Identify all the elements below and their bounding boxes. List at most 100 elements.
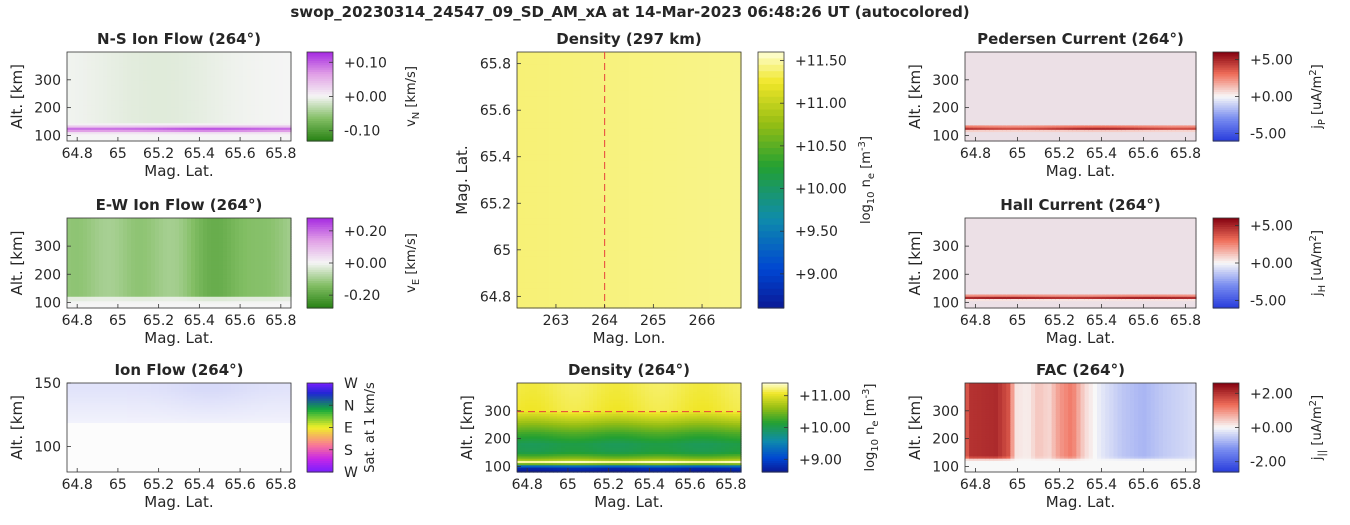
- ew-flow-cell: [183, 294, 188, 298]
- ew-flow-cell: [115, 224, 120, 228]
- ns-flow-cell: [159, 129, 164, 133]
- ns-flow-cell: [279, 123, 284, 127]
- ns-flow-cell: [95, 118, 100, 122]
- ew-flow-cell: [131, 247, 136, 251]
- ns-flow-cell: [103, 112, 108, 115]
- ew-flow-cell: [71, 263, 76, 266]
- ns-flow-colorbar-seg: [307, 65, 333, 69]
- ns-flow-cell: [111, 134, 116, 138]
- ns-flow-cell: [271, 63, 276, 66]
- ew-flow-cell: [131, 285, 136, 289]
- ew-flow-cell: [127, 218, 132, 221]
- ns-flow-cell: [223, 78, 228, 82]
- ns-flow-cell: [235, 116, 240, 120]
- ns-flow-cell: [139, 123, 144, 127]
- ns-flow-cell: [75, 105, 80, 109]
- ew-flow-cell: [119, 224, 124, 228]
- ew-flow-heatmap: [67, 218, 292, 309]
- ns-flow-cell: [83, 138, 88, 142]
- ns-flow-cell: [183, 76, 188, 80]
- ns-flow-cell: [127, 87, 132, 91]
- ns-flow-cell: [287, 132, 292, 135]
- ns-flow-cell: [247, 134, 252, 138]
- ew-flow-cell: [95, 218, 100, 221]
- ew-flow-cell: [127, 294, 132, 298]
- ns-flow-cell: [71, 60, 76, 64]
- ns-flow-cell: [219, 112, 224, 115]
- ew-flow-cell: [203, 265, 208, 269]
- ns-flow-cell: [283, 67, 288, 71]
- ew-flow-cell: [67, 299, 72, 302]
- figure-title: swop_20230314_24547_09_SD_AM_xA at 14-Ma…: [290, 3, 969, 21]
- ns-flow-cell: [215, 129, 220, 133]
- ns-flow-cell: [111, 87, 116, 91]
- ns-flow-cell: [255, 109, 260, 113]
- ns-flow-cell: [151, 120, 156, 124]
- ns-flow-cell: [155, 136, 160, 140]
- ns-flow-cell: [207, 98, 212, 102]
- ew-flow-cell: [123, 229, 128, 233]
- ew-flow-cell: [87, 274, 92, 278]
- ew-flow-cell: [87, 231, 92, 235]
- ew-flow-cell: [123, 263, 128, 266]
- ns-flow-cell: [183, 78, 188, 82]
- ns-flow-cell: [179, 56, 184, 60]
- ns-flow-cell: [283, 69, 288, 73]
- ns-flow-cell: [223, 98, 228, 102]
- ew-flow-cell: [151, 233, 156, 237]
- ew-flow-cell: [91, 287, 96, 291]
- ns-flow-cell: [235, 103, 240, 107]
- ns-flow-cell: [199, 100, 204, 104]
- ns-flow-cell: [163, 127, 168, 131]
- ns-flow-cell: [115, 98, 120, 102]
- ns-flow-cell: [271, 112, 276, 115]
- ns-flow-cell: [147, 98, 152, 102]
- ns-flow-cell: [103, 132, 108, 135]
- ew-flow-cell: [167, 269, 172, 273]
- ns-flow-cell: [67, 56, 72, 60]
- ew-flow-cell: [75, 249, 80, 253]
- ew-flow-cell: [99, 296, 104, 300]
- ew-flow-cell: [151, 283, 156, 287]
- ns-flow-cell: [223, 85, 228, 89]
- ns-flow-xtick-label: 64.8: [62, 146, 93, 162]
- ns-flow-cell: [99, 109, 104, 113]
- ns-flow-cell: [131, 114, 136, 118]
- ns-flow-cell: [187, 78, 192, 82]
- ew-flow-cell: [151, 281, 156, 284]
- ew-flow-cell: [79, 269, 84, 273]
- ns-flow-cell: [275, 58, 280, 62]
- ns-flow-cell: [219, 92, 224, 95]
- ns-flow-cell: [87, 54, 92, 58]
- ew-flow-cell: [151, 267, 156, 271]
- ew-flow-cell: [103, 247, 108, 251]
- ew-flow-cell: [103, 265, 108, 269]
- ew-flow-cell: [191, 281, 196, 284]
- ns-flow-cell: [95, 72, 100, 75]
- ns-flow-cell: [171, 89, 176, 93]
- ew-flow-cell: [147, 290, 152, 293]
- ns-flow-cell: [199, 63, 204, 66]
- ew-flow-cell: [187, 303, 192, 307]
- ns-flow-cell: [95, 132, 100, 135]
- ns-flow-cell: [79, 103, 84, 107]
- ew-flow-cell: [143, 220, 148, 224]
- ns-flow-cell: [75, 74, 80, 78]
- ew-flow-cell: [111, 276, 116, 280]
- ns-flow-cell: [139, 92, 144, 95]
- ns-flow-cell: [231, 138, 236, 142]
- ns-flow-cell: [131, 78, 136, 82]
- ew-flow-cell: [87, 290, 92, 293]
- ew-flow-cell: [111, 222, 116, 226]
- ew-flow-cell: [167, 260, 172, 264]
- ew-flow-cell: [191, 292, 196, 296]
- ew-flow-cell: [159, 258, 164, 262]
- ns-flow-cell: [151, 105, 156, 109]
- ns-flow-cell: [151, 103, 156, 107]
- ew-flow-cell: [131, 220, 136, 224]
- ns-flow-cell: [223, 76, 228, 80]
- ns-flow-cell: [179, 118, 184, 122]
- ns-flow-cell: [219, 87, 224, 91]
- ns-flow-cell: [199, 103, 204, 107]
- ns-flow-cell: [179, 92, 184, 95]
